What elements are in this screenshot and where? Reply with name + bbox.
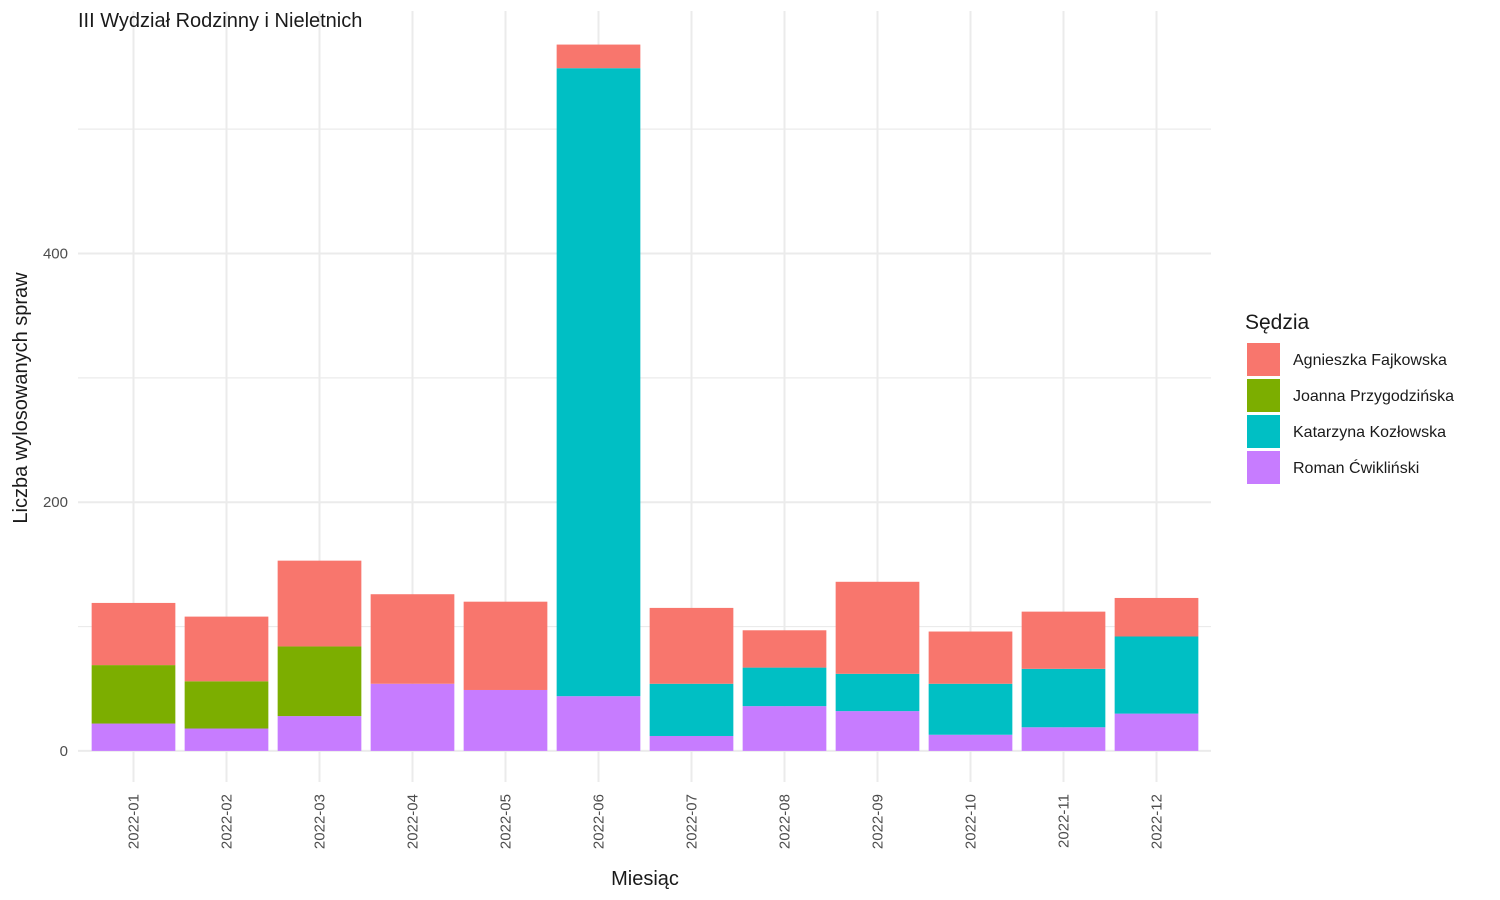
bar-segment bbox=[928, 683, 1013, 735]
x-tick-label: 2022-02 bbox=[219, 794, 236, 849]
bar-segment bbox=[370, 594, 455, 684]
bar-segment bbox=[91, 723, 176, 751]
bar-segment bbox=[1021, 668, 1106, 728]
bar-segment bbox=[277, 646, 362, 717]
x-tick-label: 2022-11 bbox=[1056, 794, 1073, 848]
bar-segment bbox=[742, 706, 827, 751]
x-tick-label: 2022-07 bbox=[684, 794, 701, 849]
bar-segment bbox=[742, 630, 827, 668]
bar-segment bbox=[649, 607, 734, 684]
x-tick-label: 2022-09 bbox=[870, 794, 887, 849]
bar-segment bbox=[277, 560, 362, 647]
bar-segment bbox=[556, 696, 641, 751]
legend-swatch bbox=[1247, 415, 1280, 448]
y-axis-ticks: 0 200 400 bbox=[43, 245, 68, 759]
bar-segment bbox=[556, 68, 641, 697]
y-tick-label: 200 bbox=[43, 494, 68, 511]
legend-swatch bbox=[1247, 451, 1280, 484]
bar-segment bbox=[742, 667, 827, 707]
bar-segment bbox=[91, 665, 176, 724]
x-tick-label: 2022-03 bbox=[312, 794, 329, 849]
bar-segment bbox=[1021, 611, 1106, 669]
x-tick-label: 2022-01 bbox=[126, 794, 143, 849]
bar-segment bbox=[928, 734, 1013, 751]
bar-segment bbox=[463, 689, 548, 751]
bar-segment bbox=[835, 711, 920, 751]
legend-swatch bbox=[1247, 379, 1280, 412]
x-tick-label: 2022-10 bbox=[963, 794, 980, 849]
bar-segment bbox=[184, 681, 269, 729]
bar-segment bbox=[463, 601, 548, 690]
bar-segment bbox=[1114, 597, 1199, 637]
x-tick-label: 2022-08 bbox=[777, 794, 794, 849]
bar-segment bbox=[277, 716, 362, 751]
x-tick-label: 2022-12 bbox=[1149, 794, 1166, 849]
bar-segment bbox=[835, 581, 920, 674]
chart-title: III Wydział Rodzinny i Nieletnich bbox=[78, 10, 362, 32]
bar-segment bbox=[370, 683, 455, 751]
bar-segment bbox=[649, 683, 734, 736]
x-tick-label: 2022-06 bbox=[591, 794, 608, 849]
x-tick-label: 2022-05 bbox=[498, 794, 515, 849]
legend-swatch bbox=[1247, 343, 1280, 376]
x-tick-label: 2022-04 bbox=[405, 794, 422, 849]
legend-label: Katarzyna Kozłowska bbox=[1293, 424, 1446, 441]
bar-segment bbox=[1114, 713, 1199, 751]
bar-segment bbox=[928, 631, 1013, 684]
legend: Sędzia Agnieszka Fajkowska Joanna Przygod… bbox=[1245, 311, 1454, 484]
bar-segment bbox=[1114, 636, 1199, 714]
legend-label: Roman Ćwikliński bbox=[1293, 458, 1419, 477]
legend-title: Sędzia bbox=[1245, 311, 1310, 334]
bar-segment bbox=[556, 44, 641, 69]
bar-segment bbox=[91, 602, 176, 666]
x-axis-ticks: 2022-01 2022-02 2022-03 2022-04 2022-05 2022-… bbox=[126, 794, 1166, 849]
y-tick-label: 0 bbox=[60, 743, 68, 760]
bar-segment bbox=[649, 735, 734, 751]
y-tick-label: 400 bbox=[43, 245, 68, 262]
legend-label: Agnieszka Fajkowska bbox=[1293, 352, 1447, 369]
legend-label: Joanna Przygodzińska bbox=[1293, 388, 1454, 405]
y-axis-title: Liczba wylosowanych spraw bbox=[10, 272, 32, 524]
bar-segment bbox=[184, 728, 269, 751]
bars bbox=[91, 44, 1199, 751]
bar-segment bbox=[835, 673, 920, 712]
bar-segment bbox=[1021, 727, 1106, 751]
x-axis-title: Miesiąc bbox=[611, 868, 679, 890]
bar-segment bbox=[184, 616, 269, 682]
